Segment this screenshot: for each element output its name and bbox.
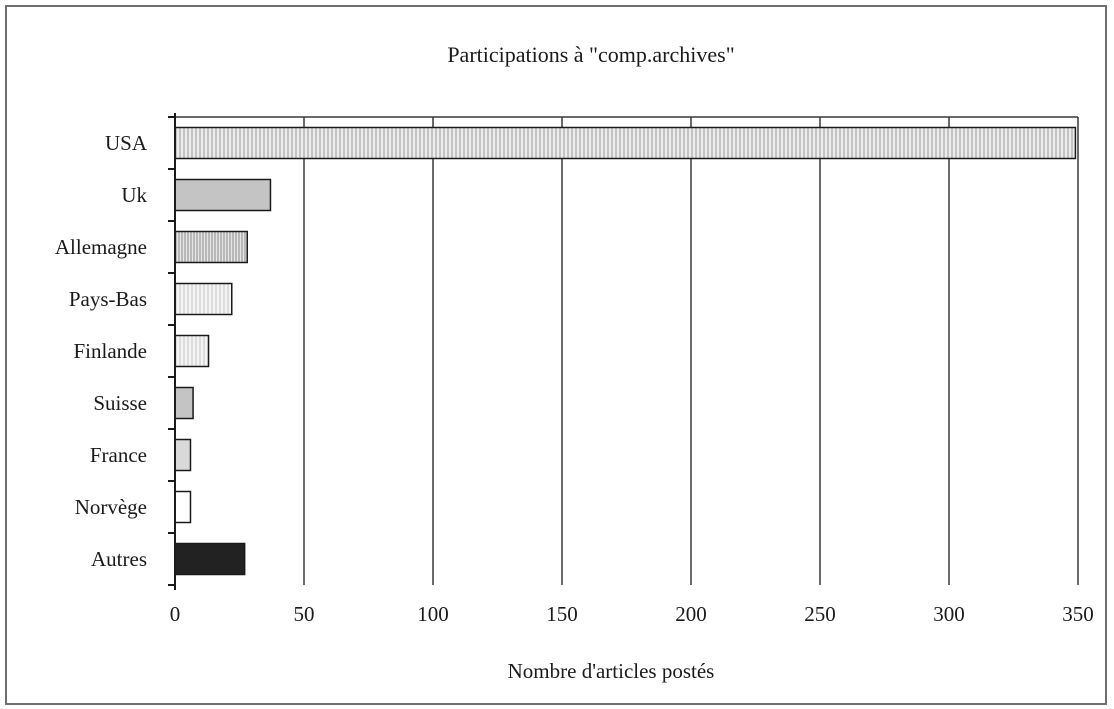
category-label: Pays-Bas [69,287,147,311]
x-axis-label: Nombre d'articles postés [508,659,715,683]
bar-norv-ge [174,490,192,524]
category-labels: USA Uk Allemagne Pays-Bas Finlande Suisse Fran… [55,131,148,571]
x-tick-label: 0 [170,602,181,626]
x-tick-label: 200 [675,602,707,626]
bars [174,126,1077,576]
bar-pays-bas [174,282,233,316]
chart-frame: Participations à "comp.archives" USA Uk Al… [5,5,1107,705]
bar-chart: Participations à "comp.archives" USA Uk Al… [55,42,1094,683]
category-label: France [90,443,147,467]
bar-suisse [174,386,194,420]
category-label: Allemagne [55,235,147,259]
bar-autres [174,542,246,576]
x-tick-label: 250 [804,602,836,626]
category-label: Uk [121,183,147,207]
chart-title: Participations à "comp.archives" [447,42,734,67]
x-tick-label: 150 [546,602,578,626]
category-label: Finlande [74,339,148,363]
category-label: Norvège [75,495,147,519]
gridlines [175,116,1079,585]
bar-uk [174,178,272,212]
category-label: Suisse [93,391,147,415]
bar-finlande [174,334,210,368]
x-tick-label: 50 [294,602,315,626]
x-tick-labels: 0 50 100 150 200 250 300 350 [170,602,1094,626]
category-label: Autres [91,547,147,571]
bar-allemagne [174,230,248,264]
category-label: USA [105,131,148,155]
bar-france [174,438,192,472]
x-tick-label: 350 [1062,602,1094,626]
axes [168,113,176,590]
bar-usa [174,126,1077,160]
x-tick-label: 300 [933,602,965,626]
x-tick-label: 100 [417,602,449,626]
